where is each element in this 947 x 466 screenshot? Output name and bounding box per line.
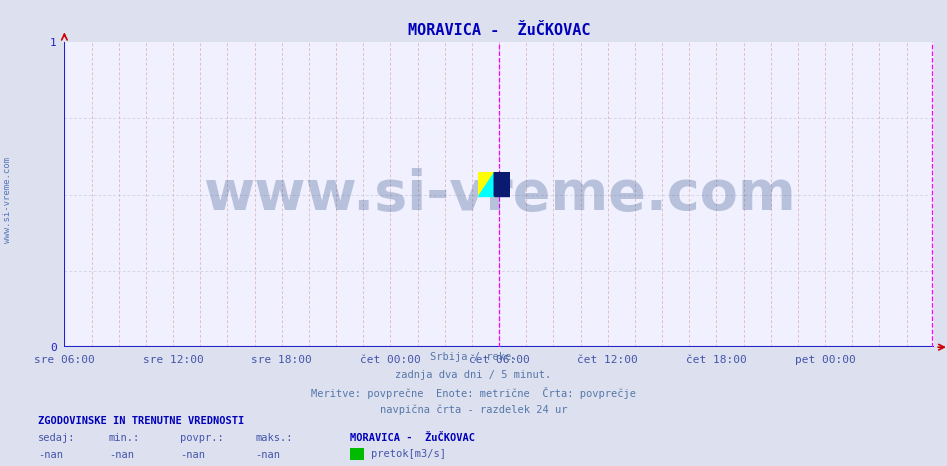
Text: www.si-vreme.com: www.si-vreme.com	[203, 168, 795, 221]
Text: pretok[m3/s]: pretok[m3/s]	[371, 449, 446, 459]
Title: MORAVICA -  ŽuČKOVAC: MORAVICA - ŽuČKOVAC	[408, 23, 590, 38]
Text: www.si-vreme.com: www.si-vreme.com	[3, 158, 12, 243]
Text: zadnja dva dni / 5 minut.: zadnja dva dni / 5 minut.	[396, 370, 551, 379]
Text: -nan: -nan	[109, 450, 134, 459]
Text: MORAVICA -  ŽuČKOVAC: MORAVICA - ŽuČKOVAC	[350, 433, 475, 443]
Text: ZGODOVINSKE IN TRENUTNE VREDNOSTI: ZGODOVINSKE IN TRENUTNE VREDNOSTI	[38, 416, 244, 426]
Text: min.:: min.:	[109, 433, 140, 443]
Text: -nan: -nan	[38, 450, 63, 459]
Text: Srbija / reke.: Srbija / reke.	[430, 352, 517, 362]
Polygon shape	[478, 172, 494, 196]
Text: -nan: -nan	[256, 450, 280, 459]
Text: povpr.:: povpr.:	[180, 433, 223, 443]
Text: maks.:: maks.:	[256, 433, 294, 443]
Text: sedaj:: sedaj:	[38, 433, 76, 443]
Text: -nan: -nan	[180, 450, 205, 459]
Text: Meritve: povprečne  Enote: metrične  Črta: povprečje: Meritve: povprečne Enote: metrične Črta:…	[311, 387, 636, 399]
Polygon shape	[494, 172, 510, 196]
Polygon shape	[478, 172, 494, 196]
Text: navpična črta - razdelek 24 ur: navpična črta - razdelek 24 ur	[380, 405, 567, 416]
Polygon shape	[494, 172, 510, 196]
